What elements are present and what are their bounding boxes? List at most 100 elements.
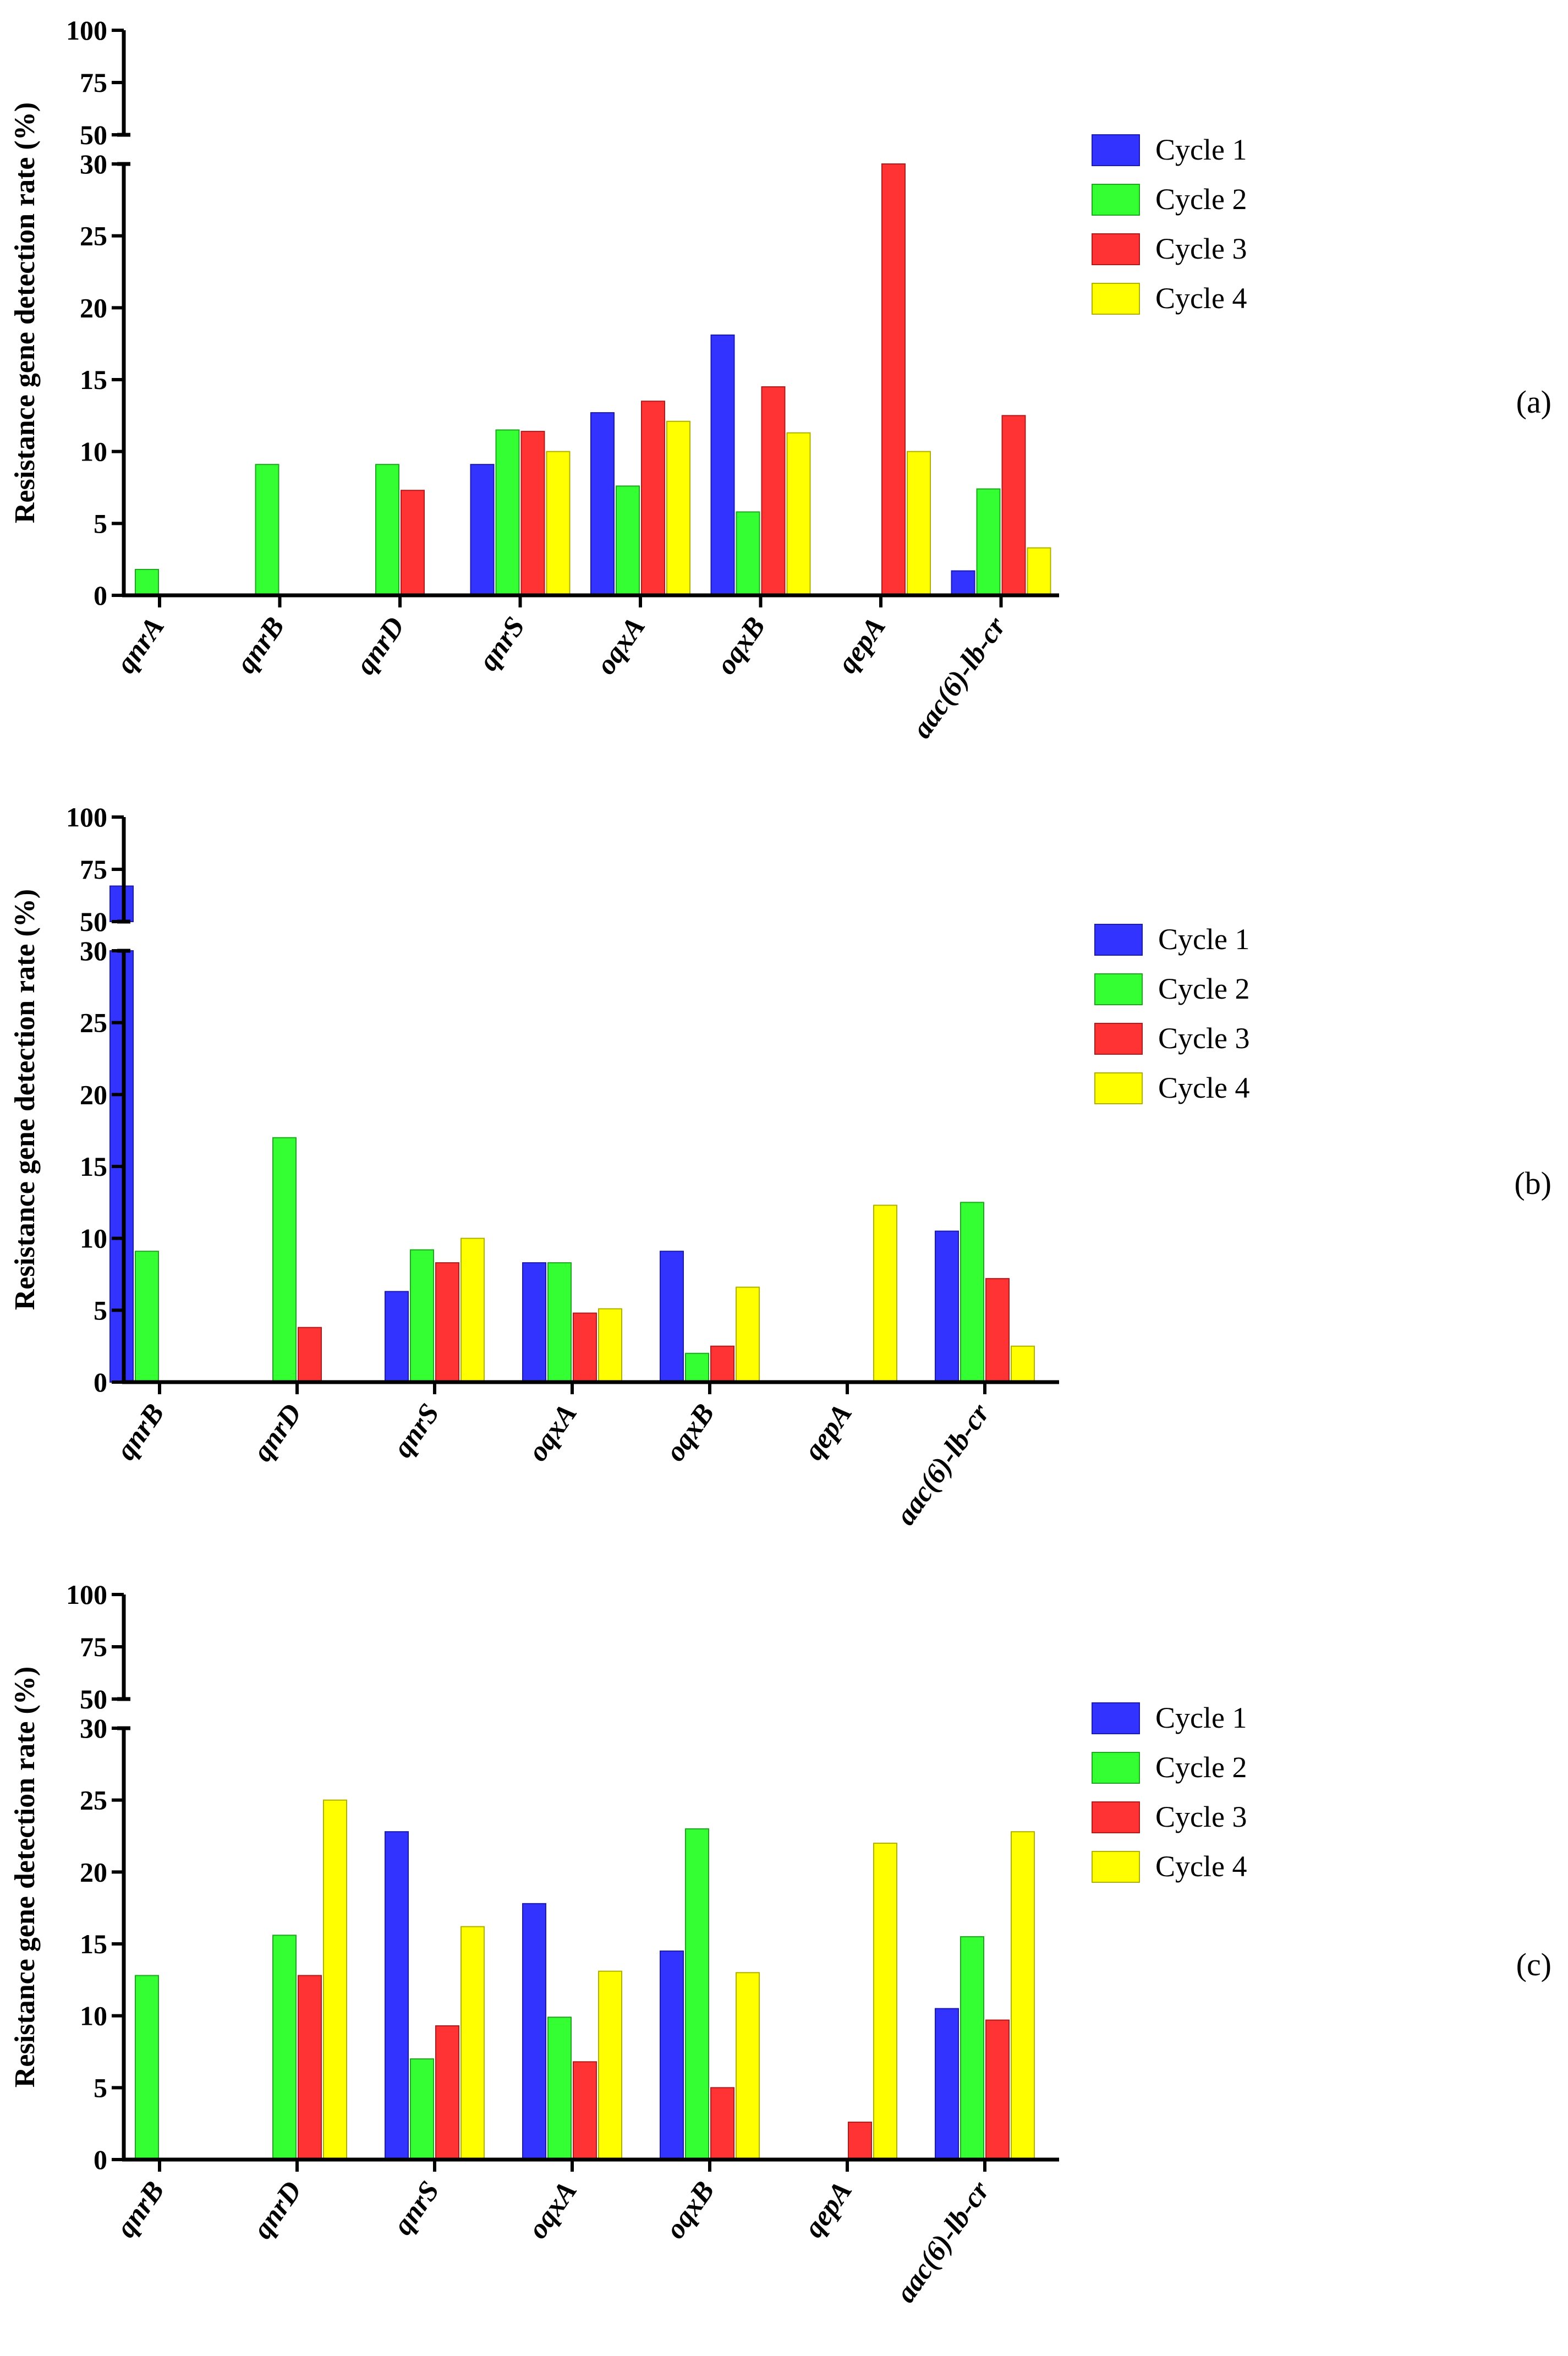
legend-label: Cycle 2 [1155, 183, 1247, 216]
y-tick-label: 5 [94, 1295, 107, 1325]
legend-swatch [1092, 1851, 1140, 1883]
bar [660, 1950, 684, 2160]
legend-swatch [1094, 1072, 1143, 1104]
bar [135, 568, 159, 596]
category-label: qnrD [246, 1398, 308, 1467]
y-tick-label: 5 [94, 508, 107, 539]
bar [960, 1936, 984, 2161]
legend-label: Cycle 2 [1158, 972, 1249, 1005]
bar [547, 2017, 572, 2161]
category-label: oqxB [710, 611, 771, 680]
category-label: qnrS [473, 611, 531, 676]
bar [272, 1935, 297, 2161]
legend-swatch [1092, 1801, 1140, 1833]
bar [660, 1251, 684, 1383]
bar [641, 401, 665, 596]
category-label: oqxA [522, 1398, 583, 1467]
y-tick-label: 15 [80, 364, 107, 395]
legend-label: Cycle 4 [1158, 1071, 1249, 1104]
category-label: aac(6)-lb-cr [890, 2176, 996, 2308]
legend-label: Cycle 4 [1155, 282, 1247, 315]
y-tick-label: 75 [80, 67, 107, 98]
y-tick-label: 50 [80, 119, 107, 150]
category-label: oqxA [522, 2176, 583, 2244]
legend-swatch [1092, 1702, 1140, 1734]
bar [385, 1291, 409, 1383]
y-tick-label: 15 [80, 1151, 107, 1182]
category-label: qnrA [110, 611, 171, 679]
legend-swatch [1092, 134, 1140, 166]
bar [598, 1308, 622, 1383]
y-tick-label: 75 [80, 1631, 107, 1662]
bar [710, 334, 735, 596]
y-tick-label: 100 [66, 1579, 107, 1610]
y-axis-label: Resistance gene detection rate (%) [9, 889, 41, 1310]
y-tick-label: 20 [80, 292, 107, 323]
bar [495, 429, 520, 596]
category-label: qnrB [231, 611, 291, 679]
category-label: qepA [831, 611, 892, 679]
chart-panel-a: 100 75 50 0 5 10 15 20 25 30 qnrA qnrB qnrD qnrS oqxA o… [9, 15, 1551, 744]
bar [522, 1262, 546, 1383]
y-tick-label: 5 [94, 2072, 107, 2103]
bar [616, 485, 640, 596]
legend-label: Cycle 1 [1155, 1701, 1247, 1734]
legend-label: Cycle 3 [1155, 1800, 1247, 1833]
bar [435, 2025, 459, 2160]
bar [573, 1312, 597, 1383]
legend: Cycle 1 Cycle 2 Cycle 3 Cycle 4 [1092, 133, 1247, 315]
bar [685, 1352, 709, 1383]
legend-label: Cycle 3 [1158, 1022, 1249, 1055]
y-axis-label: Resistance gene detection rate (%) [9, 102, 41, 523]
bar [736, 511, 760, 596]
category-label: oqxB [660, 2176, 721, 2244]
category-label: aac(6)-lb-cr [906, 611, 1012, 744]
legend-label: Cycle 1 [1158, 923, 1249, 956]
y-tick-label: 20 [80, 1079, 107, 1110]
bar [685, 1828, 709, 2160]
legend-label: Cycle 1 [1155, 133, 1247, 166]
bar [881, 163, 906, 596]
bar [546, 451, 571, 596]
bar-upper-segment [109, 885, 134, 923]
y-tick-label: 10 [80, 2001, 107, 2031]
y-tick-label: 10 [80, 1223, 107, 1254]
bar [1011, 1831, 1035, 2160]
bar [960, 1202, 984, 1383]
category-label: oqxA [590, 611, 651, 680]
bar [935, 2008, 959, 2161]
bar [298, 1975, 322, 2161]
bar [907, 451, 931, 596]
bar [375, 464, 399, 596]
legend-swatch [1094, 924, 1143, 956]
bar [761, 386, 786, 596]
bar [520, 431, 545, 596]
y-tick-label: 0 [94, 2144, 107, 2175]
bar [135, 1251, 159, 1383]
bar [1011, 1345, 1035, 1383]
y-tick-label: 10 [80, 436, 107, 467]
y-tick-label: 25 [80, 1785, 107, 1816]
chart-panel-b: 100 75 50 0 5 10 15 20 25 30 qnrB qnrD qnrS oqxA oqxB q… [9, 802, 1551, 1531]
bar [590, 412, 615, 596]
legend-label: Cycle 3 [1155, 232, 1247, 265]
legend-swatch [1094, 1023, 1143, 1055]
bar [385, 1831, 409, 2160]
bar [1027, 547, 1051, 596]
legend-swatch [1092, 184, 1140, 216]
category-label: qepA [798, 1398, 858, 1466]
bar [410, 2058, 434, 2160]
bar [710, 1345, 734, 1383]
bar [736, 1286, 760, 1383]
y-tick-label: 100 [66, 802, 107, 832]
bar [666, 420, 690, 596]
bar [1001, 415, 1026, 596]
chart-panel-c: 100 75 50 0 5 10 15 20 25 30 qnrB qnrD qnrS oqxA oqxB q… [9, 1579, 1551, 2308]
category-label: qnrS [387, 2176, 445, 2240]
bar [435, 1262, 459, 1383]
bar [598, 1970, 622, 2160]
bar [401, 490, 425, 596]
bar [410, 1249, 434, 1383]
legend: Cycle 1 Cycle 2 Cycle 3 Cycle 4 [1092, 1701, 1247, 1883]
category-label: oqxB [660, 1398, 721, 1467]
